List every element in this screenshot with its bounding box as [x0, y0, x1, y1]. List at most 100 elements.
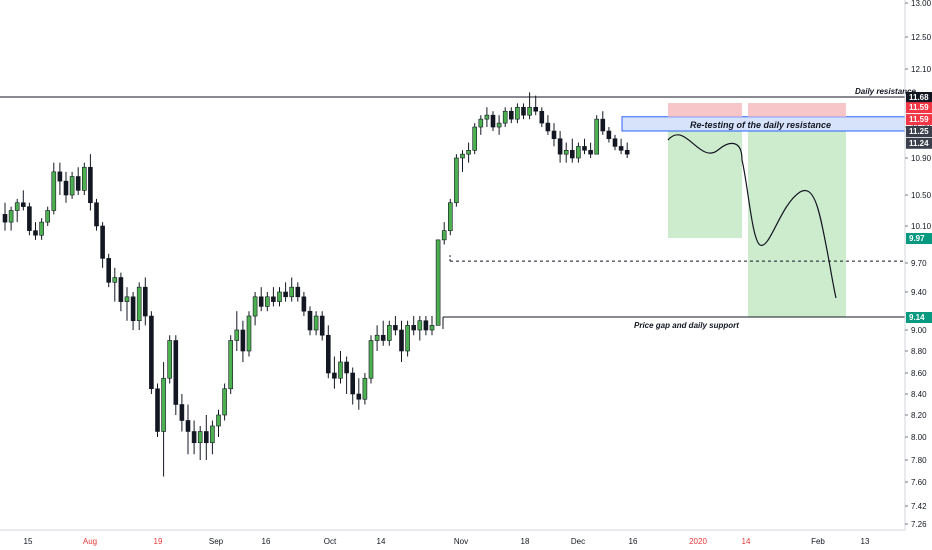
- x-tick-label: 16: [262, 537, 271, 546]
- candle: [136, 282, 142, 330]
- y-tick-label: 10.10: [911, 222, 932, 231]
- candle: [386, 320, 392, 346]
- candle: [88, 154, 93, 211]
- price-tag: 9.14: [906, 312, 932, 323]
- candle: [563, 142, 569, 163]
- candle-body: [252, 296, 258, 317]
- candle-body: [582, 146, 587, 151]
- price-tag: 11.59: [906, 102, 932, 114]
- candle-body: [429, 325, 435, 331]
- y-tick-label: 9.00: [911, 326, 927, 335]
- candle: [435, 239, 441, 326]
- candle-body: [508, 110, 514, 120]
- candle: [551, 123, 557, 147]
- candle-body: [185, 420, 191, 432]
- candle: [14, 198, 20, 223]
- candle-body: [246, 315, 252, 352]
- candle: [460, 150, 465, 172]
- x-tick-label: 15: [24, 537, 33, 546]
- candle: [57, 162, 63, 195]
- candle-body: [350, 372, 356, 395]
- candle: [222, 383, 227, 421]
- candle-body: [271, 296, 276, 302]
- y-tick-label: 12.10: [911, 65, 932, 74]
- candle: [289, 277, 295, 302]
- candle-body: [100, 225, 105, 259]
- candle-body: [8, 210, 14, 223]
- candle: [313, 311, 319, 336]
- candle: [569, 138, 575, 163]
- candle-body: [527, 106, 532, 116]
- y-tick-label: 13.00: [911, 0, 932, 8]
- candle-body: [51, 171, 57, 211]
- candle: [319, 311, 325, 341]
- price-tag-label: 9.14: [909, 313, 925, 322]
- candle: [149, 311, 154, 394]
- candle: [246, 311, 252, 357]
- candle-body: [460, 153, 465, 159]
- candle-body: [405, 325, 410, 352]
- candle: [454, 154, 459, 207]
- candle-body: [118, 277, 124, 302]
- y-tick-label: 8.80: [911, 347, 927, 356]
- candle: [234, 311, 240, 351]
- candle-body: [545, 122, 551, 132]
- candles: [2, 92, 630, 477]
- candle-body: [191, 431, 197, 444]
- y-tick-label: 8.20: [911, 411, 927, 420]
- candle: [338, 351, 343, 384]
- price-tag: 11.25: [906, 126, 932, 137]
- candle: [258, 287, 264, 312]
- y-tick-label: 7.26: [911, 520, 927, 529]
- candle: [588, 142, 593, 158]
- candle-body: [612, 138, 618, 147]
- candle-body: [478, 118, 484, 128]
- candle-body: [14, 202, 20, 211]
- candle: [271, 287, 276, 307]
- annotations: Daily resistance Re-testing of the daily …: [634, 87, 916, 330]
- projection-curve: [667, 134, 837, 299]
- price-tag-bg: [906, 233, 932, 245]
- candle-body: [374, 334, 380, 341]
- y-tick-label: 10.50: [911, 191, 932, 200]
- price-axis[interactable]: 13.0012.5012.1011.3010.9010.5010.109.709…: [904, 0, 932, 530]
- y-tick-label: 7.80: [911, 456, 927, 465]
- candle: [185, 404, 191, 455]
- candle-body: [112, 277, 118, 283]
- candle: [161, 362, 166, 477]
- candle: [545, 115, 551, 135]
- support-label: Price gap and daily support: [634, 321, 739, 330]
- candle-body: [295, 286, 301, 298]
- y-tick-label: 8.60: [911, 369, 927, 378]
- candle: [411, 316, 417, 336]
- price-tag: 11.59: [906, 114, 932, 126]
- y-tick-label: 7.42: [911, 502, 927, 511]
- candle: [69, 171, 75, 199]
- price-tag-label: 11.68: [909, 93, 929, 102]
- trade-zones: [621, 103, 906, 317]
- candle: [356, 378, 362, 410]
- x-tick-label: 19: [154, 537, 163, 546]
- candle-body: [496, 122, 502, 128]
- candle: [600, 111, 606, 135]
- candle-body: [143, 286, 148, 317]
- y-tick-label: 12.50: [911, 33, 932, 42]
- candle: [155, 383, 160, 437]
- candle-body: [411, 325, 417, 331]
- y-tick-label: 8.00: [911, 433, 927, 442]
- candle-body: [130, 296, 136, 322]
- price-tag-label: 11.25: [909, 127, 929, 136]
- candle: [393, 316, 398, 336]
- candle-body: [344, 361, 349, 374]
- candle: [423, 316, 429, 336]
- time-axis[interactable]: 15 Aug 19 Sep 16 Oct 14 Nov 18 Dec 16 2020 14 Feb 13: [0, 529, 905, 546]
- candle-body: [82, 166, 87, 191]
- candle: [210, 420, 215, 455]
- candle-body: [234, 329, 240, 341]
- price-tag-bg: [906, 92, 932, 103]
- x-tick-label: Sep: [209, 537, 224, 546]
- candle-body: [173, 340, 179, 405]
- stop-zone-2: [748, 103, 846, 117]
- price-tag-bg: [906, 102, 932, 114]
